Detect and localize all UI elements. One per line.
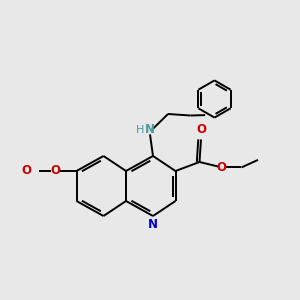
Text: H: H — [136, 124, 144, 135]
Text: O: O — [196, 123, 206, 136]
Text: O: O — [216, 161, 226, 174]
Text: N: N — [145, 123, 155, 136]
Text: N: N — [148, 218, 158, 230]
Text: O: O — [21, 164, 31, 178]
Text: O: O — [50, 164, 60, 178]
